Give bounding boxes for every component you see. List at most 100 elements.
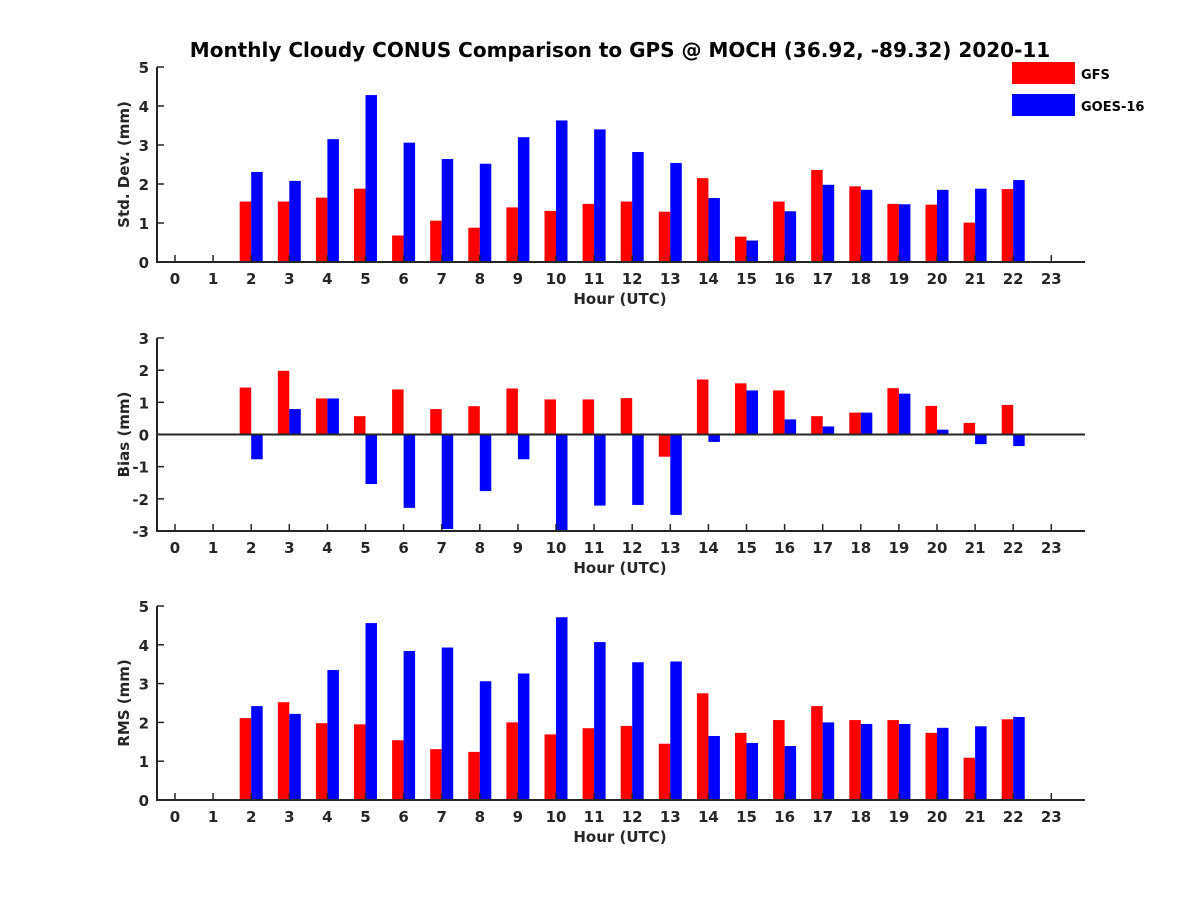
bar-std-dev-goes16-hour-2: [251, 171, 263, 262]
bar-bias-gfs-hour-18: [849, 412, 861, 435]
bar-rms-goes16-hour-17: [822, 722, 835, 800]
bar-rms-goes16-hour-14: [708, 735, 720, 800]
bar-bias-gfs-hour-2: [239, 387, 252, 435]
bar-rms-gfs-hour-11: [582, 728, 595, 800]
bar-std-dev-goes16-hour-12: [632, 152, 644, 262]
bar-rms-gfs-hour-15: [735, 732, 747, 800]
bar-std-dev-gfs-hour-12: [620, 201, 633, 262]
bar-rms-goes16-hour-19: [898, 723, 911, 800]
x-tick-label-rms: 6: [398, 808, 408, 826]
x-tick-label-rms: 7: [436, 808, 446, 826]
x-tick-label-bias: 6: [398, 539, 408, 557]
bar-bias-gfs-hour-11: [582, 399, 595, 435]
y-axis-label-bias: Bias (mm): [115, 392, 133, 478]
x-tick-label-bias: 19: [888, 539, 909, 557]
y-tick-label-std-dev: 3: [139, 137, 149, 155]
bar-bias-goes16-hour-6: [403, 434, 416, 508]
x-tick-label-std-dev: 5: [360, 270, 370, 288]
bar-bias-goes16-hour-12: [632, 434, 644, 505]
bar-std-dev-goes16-hour-11: [594, 129, 606, 262]
x-tick-label-std-dev: 7: [436, 270, 446, 288]
bar-rms-goes16-hour-10: [556, 617, 568, 800]
bar-bias-gfs-hour-10: [544, 399, 556, 435]
x-tick-label-std-dev: 19: [888, 270, 909, 288]
bar-rms-gfs-hour-22: [1001, 719, 1014, 800]
bar-std-dev-goes16-hour-3: [289, 180, 301, 262]
bar-bias-goes16-hour-2: [251, 434, 263, 460]
bar-bias-gfs-hour-17: [811, 416, 823, 435]
bar-rms-gfs-hour-16: [773, 720, 785, 800]
bar-rms-gfs-hour-7: [430, 749, 442, 800]
bar-rms-gfs-hour-20: [925, 732, 937, 800]
x-tick-label-rms: 8: [475, 808, 485, 826]
y-tick-label-bias: 1: [139, 394, 149, 412]
bar-bias-goes16-hour-14: [708, 434, 720, 442]
x-tick-label-rms: 20: [927, 808, 948, 826]
bar-std-dev-goes16-hour-13: [670, 162, 682, 262]
bar-rms-goes16-hour-22: [1013, 716, 1025, 800]
x-tick-label-bias: 22: [1003, 539, 1024, 557]
bar-bias-goes16-hour-17: [822, 426, 835, 435]
bar-bias-goes16-hour-15: [746, 390, 758, 435]
bar-rms-goes16-hour-6: [403, 651, 416, 800]
bar-rms-gfs-hour-14: [696, 693, 709, 800]
bar-rms-gfs-hour-3: [277, 702, 290, 800]
bar-rms-gfs-hour-9: [506, 722, 518, 800]
bar-bias-gfs-hour-13: [658, 434, 671, 457]
x-tick-label-rms: 22: [1003, 808, 1024, 826]
y-tick-label-std-dev: 1: [139, 215, 149, 233]
bar-bias-gfs-hour-22: [1001, 404, 1014, 435]
x-tick-label-rms: 17: [812, 808, 833, 826]
bar-bias-gfs-hour-19: [887, 388, 899, 435]
bar-bias-goes16-hour-22: [1013, 434, 1025, 447]
bar-std-dev-gfs-hour-8: [468, 227, 480, 262]
bar-std-dev-gfs-hour-6: [392, 235, 404, 262]
x-tick-label-bias: 9: [513, 539, 523, 557]
y-tick-label-rms: 0: [139, 792, 149, 810]
x-tick-label-bias: 16: [774, 539, 795, 557]
bar-std-dev-goes16-hour-16: [784, 211, 797, 262]
bar-std-dev-gfs-hour-14: [696, 178, 709, 262]
y-tick-label-bias: -2: [132, 491, 149, 509]
bar-std-dev-goes16-hour-6: [403, 142, 416, 262]
x-axis-label-std-dev: Hour (UTC): [573, 290, 666, 308]
bar-bias-gfs-hour-4: [315, 398, 328, 435]
x-tick-label-std-dev: 3: [284, 270, 294, 288]
x-axis-label-bias: Hour (UTC): [573, 559, 666, 577]
y-tick-label-rms: 5: [139, 598, 149, 616]
x-tick-label-bias: 8: [475, 539, 485, 557]
legend-label-goes: GOES-16: [1081, 100, 1144, 115]
bar-rms-goes16-hour-2: [251, 706, 263, 800]
bar-rms-goes16-hour-20: [937, 727, 949, 800]
bar-rms-goes16-hour-16: [784, 746, 797, 800]
x-tick-label-rms: 11: [584, 808, 605, 826]
x-tick-label-std-dev: 18: [850, 270, 871, 288]
bar-rms-gfs-hour-4: [315, 723, 328, 800]
bar-rms-goes16-hour-11: [594, 642, 606, 800]
y-tick-label-std-dev: 4: [139, 98, 149, 116]
x-tick-label-std-dev: 17: [812, 270, 833, 288]
bar-bias-goes16-hour-19: [898, 393, 911, 435]
bar-bias-goes16-hour-20: [937, 429, 949, 435]
chart-title: Monthly Cloudy CONUS Comparison to GPS @…: [190, 38, 1050, 62]
x-tick-label-rms: 21: [965, 808, 986, 826]
bar-std-dev-goes16-hour-9: [517, 137, 530, 262]
bar-bias-goes16-hour-8: [479, 434, 492, 492]
x-tick-label-rms: 14: [698, 808, 719, 826]
bar-std-dev-gfs-hour-13: [658, 211, 671, 262]
bar-rms-goes16-hour-21: [975, 726, 987, 800]
y-tick-label-rms: 1: [139, 753, 149, 771]
x-tick-label-rms: 2: [246, 808, 256, 826]
bar-rms-goes16-hour-7: [441, 647, 454, 800]
x-tick-label-std-dev: 22: [1003, 270, 1024, 288]
bar-bias-gfs-hour-21: [963, 422, 976, 435]
chart-legend: GFS GOES-16: [1012, 62, 1144, 116]
x-tick-label-bias: 20: [927, 539, 948, 557]
bar-std-dev-goes16-hour-8: [479, 163, 492, 262]
bar-rms-goes16-hour-8: [479, 681, 492, 800]
x-tick-label-rms: 3: [284, 808, 294, 826]
x-tick-label-bias: 23: [1041, 539, 1062, 557]
